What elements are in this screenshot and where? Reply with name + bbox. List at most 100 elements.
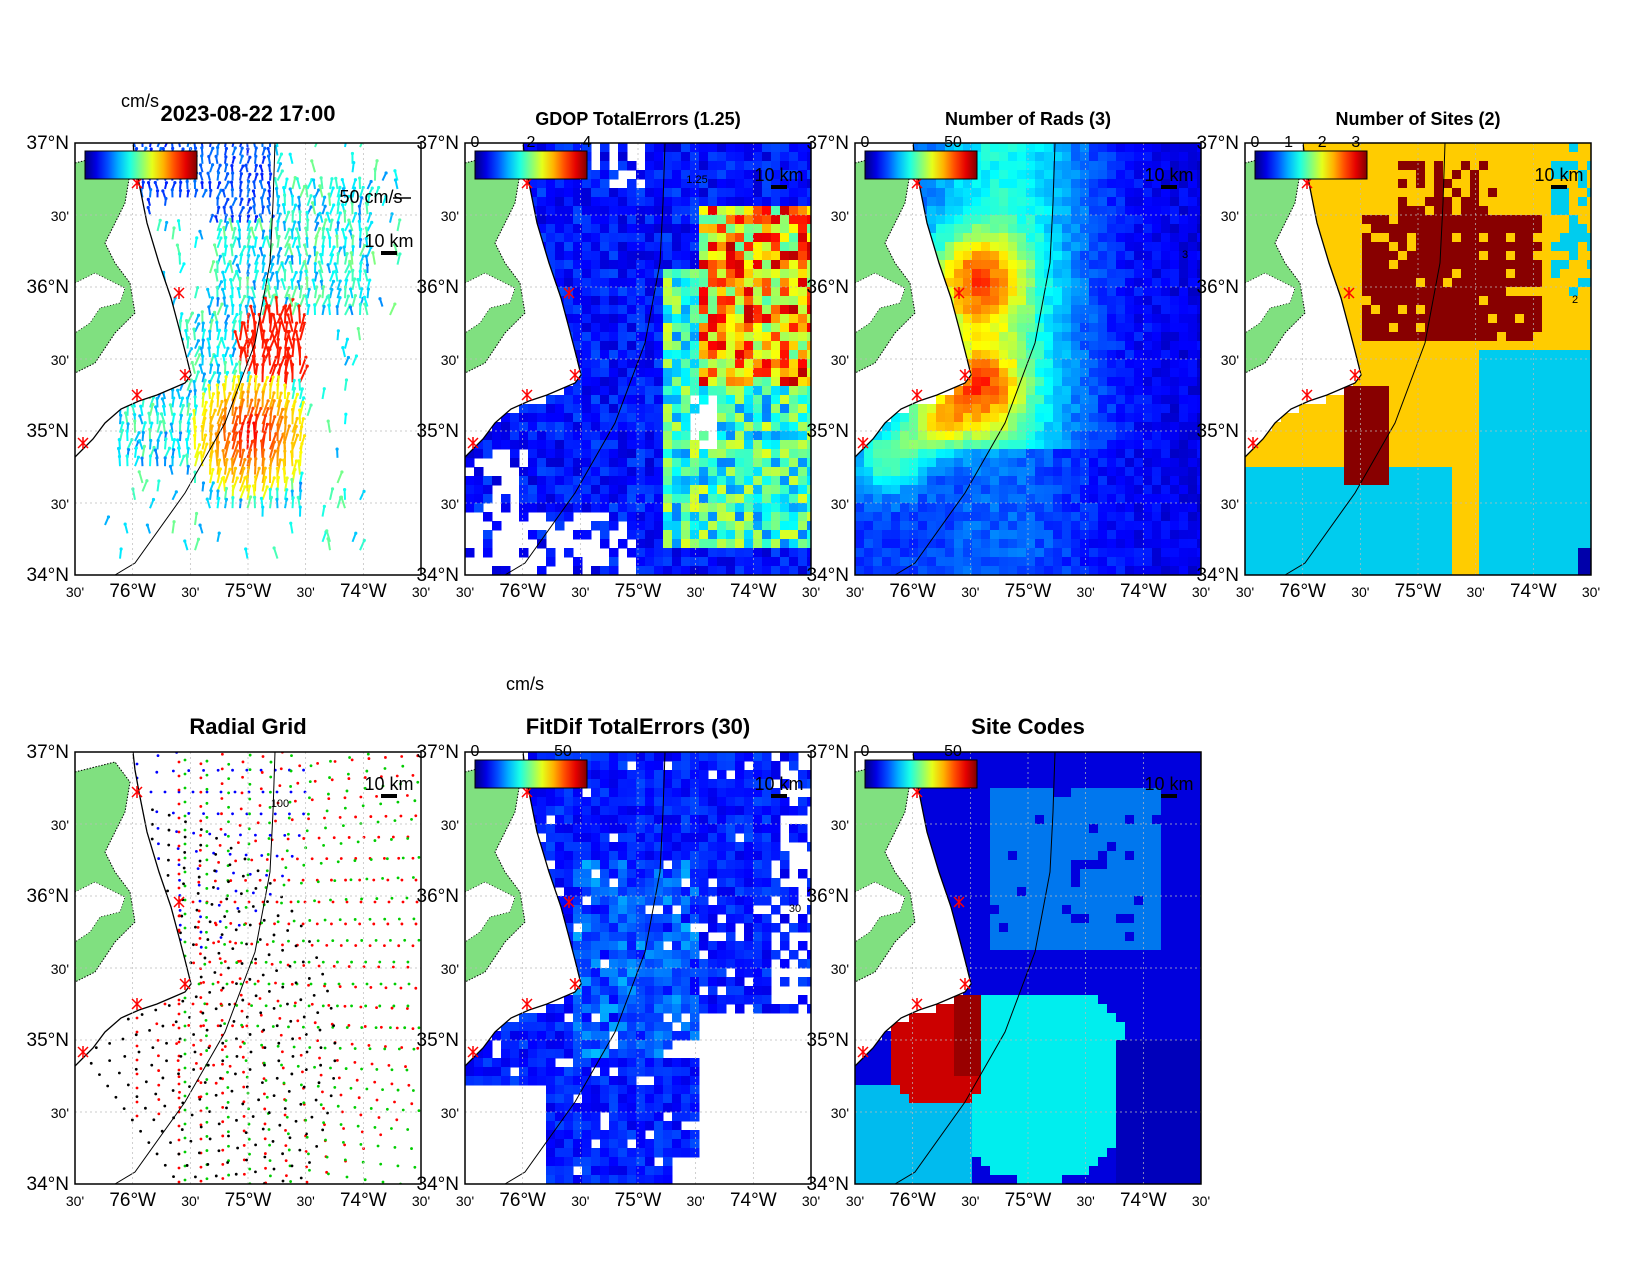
rads-cell (1080, 197, 1090, 207)
rads-cell (1053, 503, 1063, 513)
rads-cell (1035, 260, 1045, 270)
rads-cell (1152, 269, 1162, 279)
vector-head (201, 354, 205, 358)
vector-head (201, 338, 205, 342)
gdop-cell (591, 422, 601, 432)
rads-cell (1134, 260, 1144, 270)
rads-cell (1134, 476, 1144, 486)
rads-cell (999, 287, 1009, 297)
rads-cell (1080, 170, 1090, 180)
longitude-label: 30' (571, 584, 589, 600)
gdop-cell (717, 512, 727, 522)
vector-head (266, 180, 271, 185)
latitude-label: 35°N (27, 421, 69, 442)
rads-cell (981, 269, 991, 279)
latitude-label: 37°N (417, 133, 459, 154)
gdop-cell (681, 413, 691, 423)
gdop-cell (807, 413, 811, 423)
gdop-cell (717, 197, 727, 207)
gdop-cell (690, 494, 700, 504)
current-vector (239, 384, 244, 400)
gdop-cell (717, 548, 727, 558)
gdop-cell (618, 305, 628, 315)
gdop-cell (798, 413, 808, 423)
gdop-cell (564, 206, 574, 216)
rads-cell (900, 422, 910, 432)
rads-cell (936, 566, 946, 575)
gdop-cell (555, 413, 565, 423)
vector-head (219, 138, 222, 141)
rads-cell (981, 539, 991, 549)
current-vector (134, 447, 138, 458)
current-vector (275, 143, 279, 148)
rads-cell (990, 332, 1000, 342)
gdop-cell (591, 206, 601, 216)
rads-cell (1062, 377, 1072, 387)
rads-cell (909, 431, 919, 441)
gdop-cell (708, 152, 718, 162)
gdop-cell (492, 476, 502, 486)
rads-cell (1107, 422, 1117, 432)
current-vector (329, 178, 333, 190)
gdop-cell (726, 422, 736, 432)
rads-cell (1044, 305, 1054, 315)
gdop-cell (672, 296, 682, 306)
gdop-cell (519, 503, 529, 513)
rads-cell (981, 296, 991, 306)
gdop-cell (807, 332, 811, 342)
gdop-cell (627, 449, 637, 459)
vector-head (229, 205, 233, 209)
rads-cell (1089, 269, 1099, 279)
rads-cell (999, 377, 1009, 387)
gdop-cell (600, 449, 610, 459)
rads-cell (999, 476, 1009, 486)
gdop-cell (798, 197, 808, 207)
rads-cell (963, 233, 973, 243)
gdop-cell (708, 566, 718, 575)
rads-cell (1161, 242, 1171, 252)
vector-head (261, 505, 265, 509)
gdop-cell (699, 431, 709, 441)
rads-cell (927, 215, 937, 225)
rads-cell (963, 458, 973, 468)
gdop-cell (762, 170, 772, 180)
gdop-cell (726, 233, 736, 243)
rads-cell (1008, 503, 1018, 513)
gdop-cell (807, 530, 811, 540)
gdop-cell (753, 440, 763, 450)
rads-cell (900, 467, 910, 477)
current-vector (291, 303, 297, 316)
vector-head (334, 269, 338, 273)
gdop-cell (735, 512, 745, 522)
vector-head (201, 481, 206, 485)
gdop-cell (636, 359, 646, 369)
gdop-cell (753, 341, 763, 351)
rads-cell (1152, 368, 1162, 378)
rads-cell (909, 404, 919, 414)
gdop-cell (618, 539, 628, 549)
rads-cell (1044, 530, 1054, 540)
vector-head (154, 405, 158, 409)
rads-cell (1161, 152, 1171, 162)
gdop-cell (789, 386, 799, 396)
rads-cell (1080, 278, 1090, 288)
gdop-cell (492, 431, 502, 441)
current-vector (340, 496, 346, 509)
rads-cell (1152, 557, 1162, 567)
gdop-cell (699, 323, 709, 333)
rads-cell (1161, 269, 1171, 279)
vector-head (285, 177, 289, 181)
gdop-cell (672, 359, 682, 369)
rads-cell (1062, 323, 1072, 333)
gdop-cell (663, 395, 673, 405)
rads-cell (873, 566, 883, 575)
gdop-cell (798, 386, 808, 396)
gdop-cell (780, 395, 790, 405)
vector-head (248, 155, 252, 159)
gdop-cell (735, 350, 745, 360)
rads-cell (882, 530, 892, 540)
vector-head (203, 416, 207, 420)
gdop-cell (789, 530, 799, 540)
rads-cell (1080, 530, 1090, 540)
vector-head (233, 319, 237, 323)
